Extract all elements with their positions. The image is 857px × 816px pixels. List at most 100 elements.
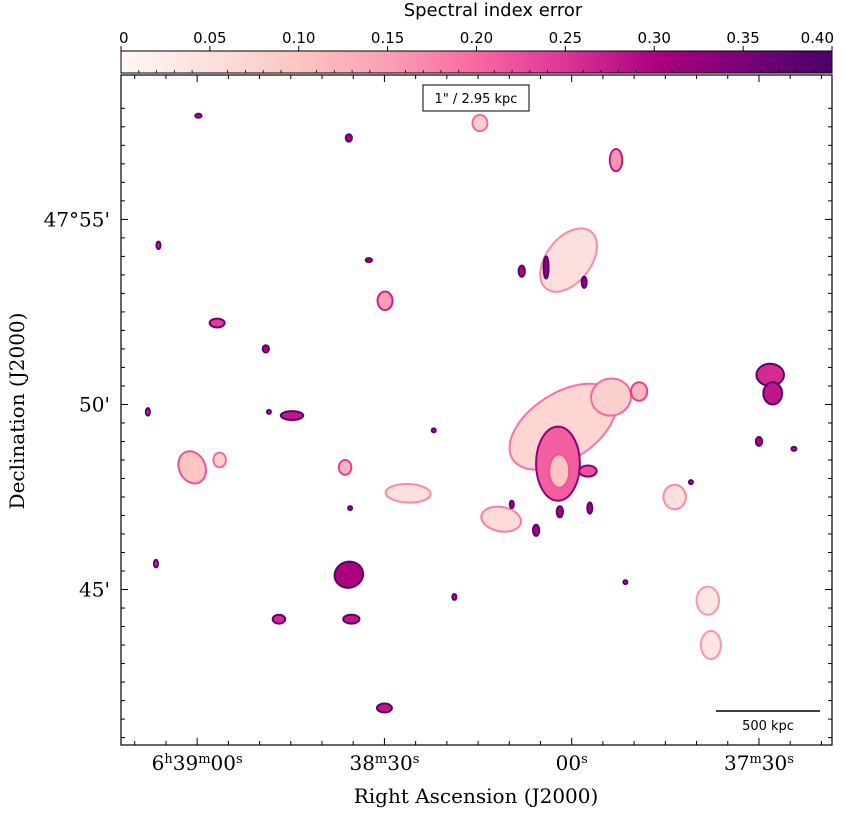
source-blob bbox=[337, 458, 353, 476]
source-region bbox=[580, 275, 588, 289]
source-blob bbox=[271, 613, 287, 625]
source-blob bbox=[580, 275, 588, 289]
source-blob bbox=[212, 451, 227, 469]
colorbar-tick-label: 0.20 bbox=[460, 29, 493, 47]
source-blob bbox=[622, 579, 629, 586]
sources-layer bbox=[144, 112, 798, 714]
source-blob bbox=[629, 381, 649, 402]
source-region bbox=[208, 317, 226, 329]
source-blob bbox=[155, 240, 162, 250]
source-region bbox=[144, 407, 151, 417]
source-region bbox=[471, 113, 489, 133]
source-region bbox=[347, 505, 354, 512]
colorbar-tick-label: 0 bbox=[119, 29, 129, 47]
source-blob bbox=[333, 560, 365, 589]
x-tick-label: 00s bbox=[556, 751, 588, 775]
source-region bbox=[279, 410, 305, 421]
source-blob bbox=[342, 613, 361, 625]
colorbar-tick-label: 0.40 bbox=[801, 29, 834, 47]
colorbar-tick-label: 0.05 bbox=[193, 29, 226, 47]
colorbar-tick-label: 0.35 bbox=[726, 29, 759, 47]
source-region bbox=[622, 579, 629, 586]
colorbar-title: Spectral index error bbox=[404, 0, 583, 21]
source-blob bbox=[608, 148, 624, 173]
source-region bbox=[155, 240, 162, 250]
scalebar-label: 500 kpc bbox=[742, 719, 794, 734]
source-region bbox=[542, 255, 550, 280]
source-blob bbox=[347, 505, 354, 512]
source-blob bbox=[364, 257, 373, 264]
source-region bbox=[344, 133, 353, 143]
source-region bbox=[548, 453, 571, 489]
source-blob bbox=[508, 499, 515, 510]
source-blob bbox=[152, 558, 159, 569]
source-region bbox=[261, 344, 270, 354]
source-blob bbox=[754, 436, 764, 447]
source-region bbox=[790, 445, 798, 452]
y-axis-label: Declination (J2000) bbox=[5, 313, 29, 510]
source-region bbox=[271, 613, 287, 625]
colorbar-tick-label: 0.30 bbox=[638, 29, 671, 47]
source-blob bbox=[790, 445, 798, 452]
source-blob bbox=[542, 255, 550, 280]
source-blob bbox=[662, 483, 687, 511]
source-region bbox=[578, 464, 598, 478]
x-tick-label: 6h39m00s bbox=[152, 751, 243, 775]
source-blob bbox=[344, 133, 353, 143]
source-blob bbox=[279, 410, 305, 421]
source-region bbox=[375, 702, 393, 714]
scale-annotation-box bbox=[422, 84, 530, 112]
x-tick-label: 38m30s bbox=[349, 751, 419, 775]
source-blob bbox=[548, 453, 571, 489]
colorbar-tick-label: 0.25 bbox=[549, 29, 582, 47]
source-blob bbox=[517, 264, 526, 278]
source-blob bbox=[539, 227, 598, 293]
source-region bbox=[687, 479, 694, 486]
source-blob bbox=[480, 505, 522, 533]
source-region bbox=[629, 381, 649, 402]
source-blob bbox=[586, 501, 594, 515]
source-region bbox=[754, 436, 764, 447]
source-region bbox=[517, 264, 526, 278]
y-tick-label: 50' bbox=[79, 392, 110, 416]
source-blob bbox=[144, 407, 151, 417]
source-blob bbox=[578, 464, 598, 478]
source-region bbox=[265, 408, 272, 415]
source-blob bbox=[208, 317, 226, 329]
source-region bbox=[384, 483, 432, 504]
source-blob bbox=[265, 408, 272, 415]
source-region bbox=[364, 257, 373, 264]
source-region bbox=[539, 227, 598, 293]
x-tick-label: 37m30s bbox=[724, 751, 794, 775]
source-region bbox=[152, 558, 159, 569]
scale-annotation: 1" / 2.95 kpc bbox=[435, 92, 518, 107]
source-blob bbox=[384, 483, 432, 504]
source-blob bbox=[451, 592, 458, 601]
source-blob bbox=[261, 344, 270, 354]
y-tick-label: 47°55' bbox=[44, 207, 110, 231]
source-region bbox=[531, 523, 541, 537]
source-region bbox=[451, 592, 458, 601]
colorbar bbox=[120, 50, 833, 74]
source-region bbox=[699, 629, 722, 661]
y-tick-label: 45' bbox=[79, 578, 110, 602]
source-region bbox=[662, 483, 687, 511]
source-region bbox=[342, 613, 361, 625]
source-region bbox=[695, 585, 721, 616]
source-region bbox=[762, 381, 784, 406]
source-blob bbox=[430, 427, 437, 434]
colorbar-tick-label: 0.10 bbox=[282, 29, 315, 47]
x-axis-label: Right Ascension (J2000) bbox=[354, 784, 599, 808]
source-region bbox=[586, 501, 594, 515]
source-blob bbox=[375, 702, 393, 714]
source-region bbox=[430, 427, 437, 434]
source-region bbox=[337, 458, 353, 476]
plot-frame bbox=[120, 74, 833, 746]
source-blob bbox=[695, 585, 721, 616]
source-blob bbox=[555, 505, 564, 519]
source-blob bbox=[687, 479, 694, 486]
source-region bbox=[555, 505, 564, 519]
source-region bbox=[177, 450, 207, 485]
source-region bbox=[212, 451, 227, 469]
